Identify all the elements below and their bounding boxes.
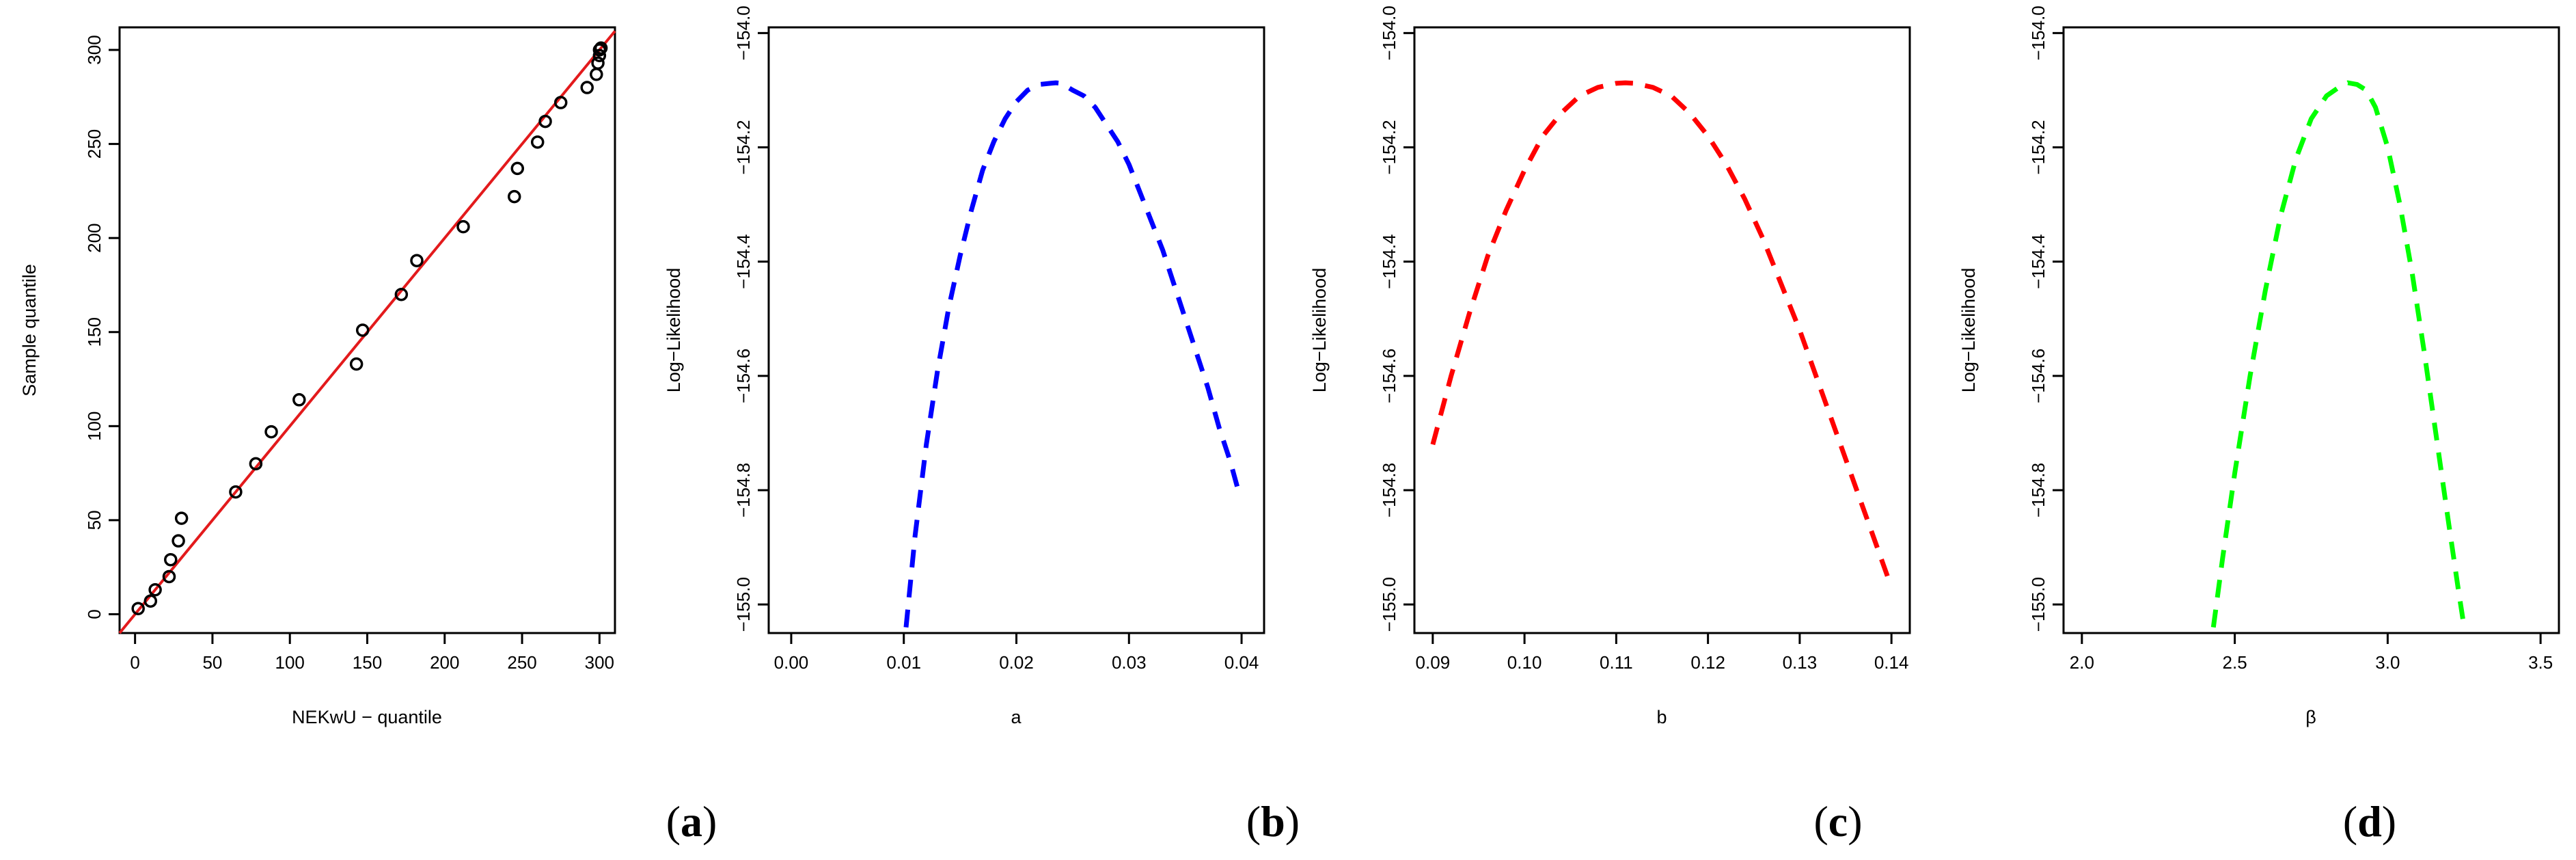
y-tick-label-c: −154.4 (1379, 234, 1399, 289)
x-tick-label-c: 0.13 (1783, 652, 1818, 673)
scatter-point-a (164, 552, 178, 567)
panel-label-d: (d) (2343, 797, 2396, 846)
panel-label-letter-a: a (681, 797, 702, 846)
y-tick-label-c: −154.6 (1379, 349, 1399, 403)
scatter-point-a (594, 41, 608, 55)
x-tick-label-a: 250 (507, 652, 536, 673)
x-tick-label-b: 0.00 (774, 652, 809, 673)
scatter-point-a (591, 56, 605, 70)
y-tick-label-a: 300 (84, 35, 105, 64)
x-tick-label-b: 0.01 (886, 652, 921, 673)
scatter-point-a (148, 582, 162, 597)
scatter-point-a (174, 511, 189, 525)
scatter-point-a (172, 534, 185, 548)
y-tick-label-a: 150 (84, 317, 105, 347)
scatter-point-a (143, 594, 158, 608)
panel-label-letter-c: c (1828, 797, 1848, 846)
panel-label-letter-d: d (2357, 797, 2382, 846)
x-tick-label-a: 200 (430, 652, 459, 673)
x-tick-label-c: 0.14 (1874, 652, 1909, 673)
scatter-point-a (530, 135, 545, 149)
y-tick-label-b: −154.8 (733, 463, 754, 518)
x-tick-label-a: 100 (275, 652, 305, 673)
scatter-point-a (131, 602, 145, 615)
scatter-point-a (264, 425, 278, 439)
x-tick-label-b: 0.03 (1112, 652, 1147, 673)
y-tick-label-a: 100 (84, 412, 105, 441)
x-axis-title-c: b (1656, 707, 1667, 727)
x-tick-label-c: 0.10 (1507, 652, 1542, 673)
scatter-point-a (349, 357, 364, 371)
y-axis-title-d: Log−Likelihood (1958, 268, 1979, 392)
scatter-point-a (456, 219, 470, 234)
x-tick-label-d: 3.0 (2375, 652, 2400, 673)
scatter-point-a (507, 189, 521, 204)
y-tick-label-b: −154.0 (733, 5, 754, 60)
y-tick-label-a: 50 (84, 510, 105, 530)
likelihood-curve-c (1430, 80, 1894, 589)
plot-frame-c (1413, 26, 1911, 634)
x-tick-label-c: 0.11 (1600, 652, 1633, 673)
y-tick-label-d: −154.2 (2028, 120, 2049, 174)
y-tick-label-b: −154.2 (733, 120, 754, 174)
x-tick-label-a: 0 (130, 652, 139, 673)
scatter-point-a (162, 569, 176, 584)
panel-label-a: (a) (666, 797, 717, 846)
scatter-point-a (410, 254, 424, 267)
plot-frame-d (2062, 26, 2560, 634)
chart-marks: 0 50 100 150 200 250 300 0 50 100 150 200 250 300 0.00… (84, 5, 2553, 673)
x-tick-label-d: 2.0 (2070, 652, 2094, 673)
x-tick-label-d: 2.5 (2223, 652, 2247, 673)
panel-label-letter-b: b (1261, 797, 1285, 846)
y-tick-label-d: −155.0 (2028, 577, 2049, 632)
x-tick-label-a: 300 (585, 652, 614, 673)
y-tick-label-c: −154.8 (1379, 463, 1399, 518)
x-tick-label-a: 150 (353, 652, 382, 673)
y-tick-label-b: −154.6 (733, 349, 754, 403)
y-tick-label-d: −154.4 (2028, 234, 2049, 289)
y-axis-title-c: Log−Likelihood (1309, 268, 1330, 392)
x-tick-label-c: 0.12 (1690, 652, 1725, 673)
y-tick-label-c: −155.0 (1379, 577, 1399, 632)
x-tick-label-c: 0.09 (1416, 652, 1451, 673)
scatter-point-a (538, 114, 552, 129)
x-tick-label-b: 0.02 (999, 652, 1034, 673)
y-tick-label-b: −155.0 (733, 577, 754, 632)
x-tick-label-d: 3.5 (2528, 652, 2553, 673)
y-tick-label-d: −154.0 (2028, 5, 2049, 60)
scatter-point-a (592, 49, 607, 63)
scatter-point-a (394, 287, 409, 301)
x-axis-title-b: a (1011, 707, 1022, 727)
scatter-point-a (590, 68, 603, 81)
scatter-point-a (510, 161, 525, 176)
panel-label-b: (b) (1246, 797, 1300, 846)
y-tick-label-b: −154.4 (733, 234, 754, 289)
y-tick-label-d: −154.6 (2028, 349, 2049, 403)
y-tick-label-a: 200 (84, 223, 105, 252)
scatter-point-a (249, 457, 263, 471)
x-tick-label-b: 0.04 (1224, 652, 1259, 673)
scatter-point-a (292, 393, 306, 407)
x-tick-label-a: 50 (202, 652, 222, 673)
panel-label-c: (c) (1813, 797, 1862, 846)
scatter-point-a (355, 323, 370, 337)
scatter-point-a (229, 485, 243, 499)
y-tick-label-c: −154.0 (1379, 5, 1399, 60)
y-axis-title-a: Sample quantile (19, 264, 40, 397)
likelihood-curve-d (2210, 80, 2467, 628)
x-axis-title-a: NEKwU − quantile (292, 707, 442, 727)
scatter-point-a (580, 81, 594, 94)
y-axis-title-b: Log−Likelihood (663, 268, 684, 392)
likelihood-curve-b (903, 80, 1241, 628)
y-tick-label-c: −154.2 (1379, 120, 1399, 174)
scatter-point-a (553, 96, 568, 109)
y-tick-label-a: 0 (84, 609, 105, 619)
y-tick-label-a: 250 (84, 129, 105, 159)
x-axis-title-d: β (2305, 707, 2316, 727)
y-tick-label-d: −154.8 (2028, 463, 2049, 518)
